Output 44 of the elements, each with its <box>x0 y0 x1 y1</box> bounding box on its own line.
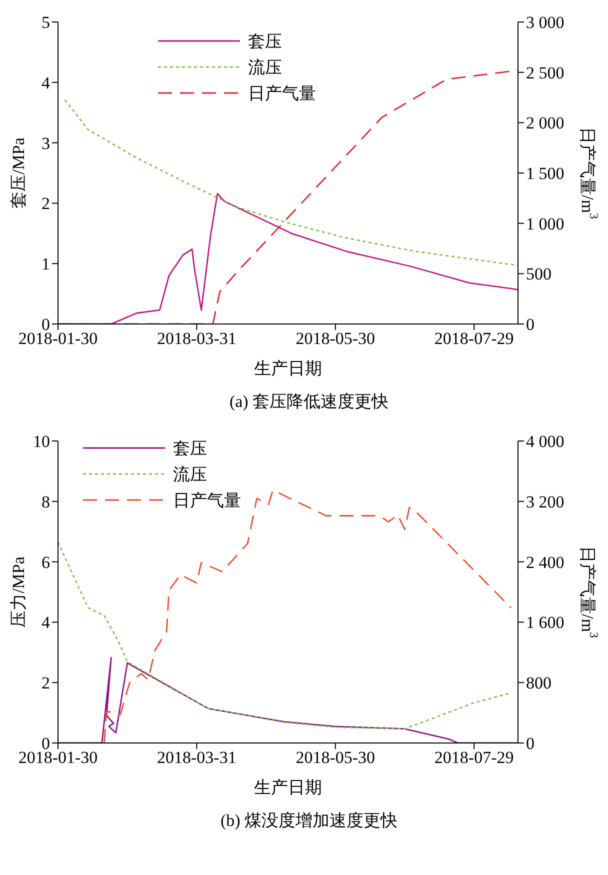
line-series <box>104 489 512 743</box>
y-tick-label: 1 <box>42 254 50 274</box>
x-tick-label: 2018-03-31 <box>157 329 236 348</box>
legend-label: 日产气量 <box>173 490 241 512</box>
y-tick-label: 5 <box>42 13 50 32</box>
x-tick-label: 2018-03-31 <box>157 748 236 768</box>
y2-tick-label: 3 200 <box>526 492 564 512</box>
text: (a) 套压降低速度更快 <box>228 391 390 413</box>
y-tick-label: 4 <box>42 73 50 92</box>
y-tick-label: 2 <box>42 194 50 214</box>
legend-label: 套压 <box>248 30 282 52</box>
y-tick-label: 6 <box>42 552 50 572</box>
x-axis-title: 生产日期 <box>254 359 322 378</box>
y2-tick-label: 0 <box>526 315 534 334</box>
y2-tick-label: 1 600 <box>526 613 564 632</box>
y-axis-title: 压力/MPa <box>8 556 28 628</box>
legend-label: 流压 <box>248 56 282 78</box>
legend-label: 日产气量 <box>248 82 316 104</box>
legend-label: 流压 <box>173 464 207 486</box>
y-tick-label: 10 <box>33 432 50 452</box>
y-tick-label: 8 <box>42 492 50 512</box>
y2-tick-label: 2 400 <box>526 552 564 572</box>
x-tick-label: 2018-07-29 <box>434 329 514 348</box>
y-tick-label: 4 <box>42 613 50 632</box>
y2-tick-label: 3 000 <box>526 13 564 32</box>
y2-tick-label: 2 500 <box>526 63 564 82</box>
y2-tick-label: 1 000 <box>526 214 564 234</box>
y-tick-label: 2 <box>42 674 50 693</box>
x-tick-label: 2018-07-29 <box>434 748 514 768</box>
x-tick-label: 2018-05-30 <box>296 748 376 768</box>
x-tick-label: 2018-01-30 <box>18 329 98 348</box>
y2-tick-label: 800 <box>526 674 552 693</box>
y2-tick-label: 2 000 <box>526 114 564 133</box>
y-tick-label: 3 <box>42 134 50 153</box>
text: (b) 煤没度增加速度更快 <box>219 810 399 832</box>
y-axis-title: 套压/MPa <box>8 137 28 208</box>
y2-tick-label: 500 <box>526 264 552 284</box>
legend-label: 套压 <box>173 438 207 460</box>
x-tick-label: 2018-01-30 <box>18 748 98 768</box>
y2-tick-label: 4 000 <box>526 432 564 452</box>
y2-tick-label: 0 <box>526 734 534 754</box>
x-tick-label: 2018-05-30 <box>296 329 376 348</box>
x-axis-title: 生产日期 <box>254 778 322 797</box>
y2-tick-label: 1 500 <box>526 164 564 184</box>
